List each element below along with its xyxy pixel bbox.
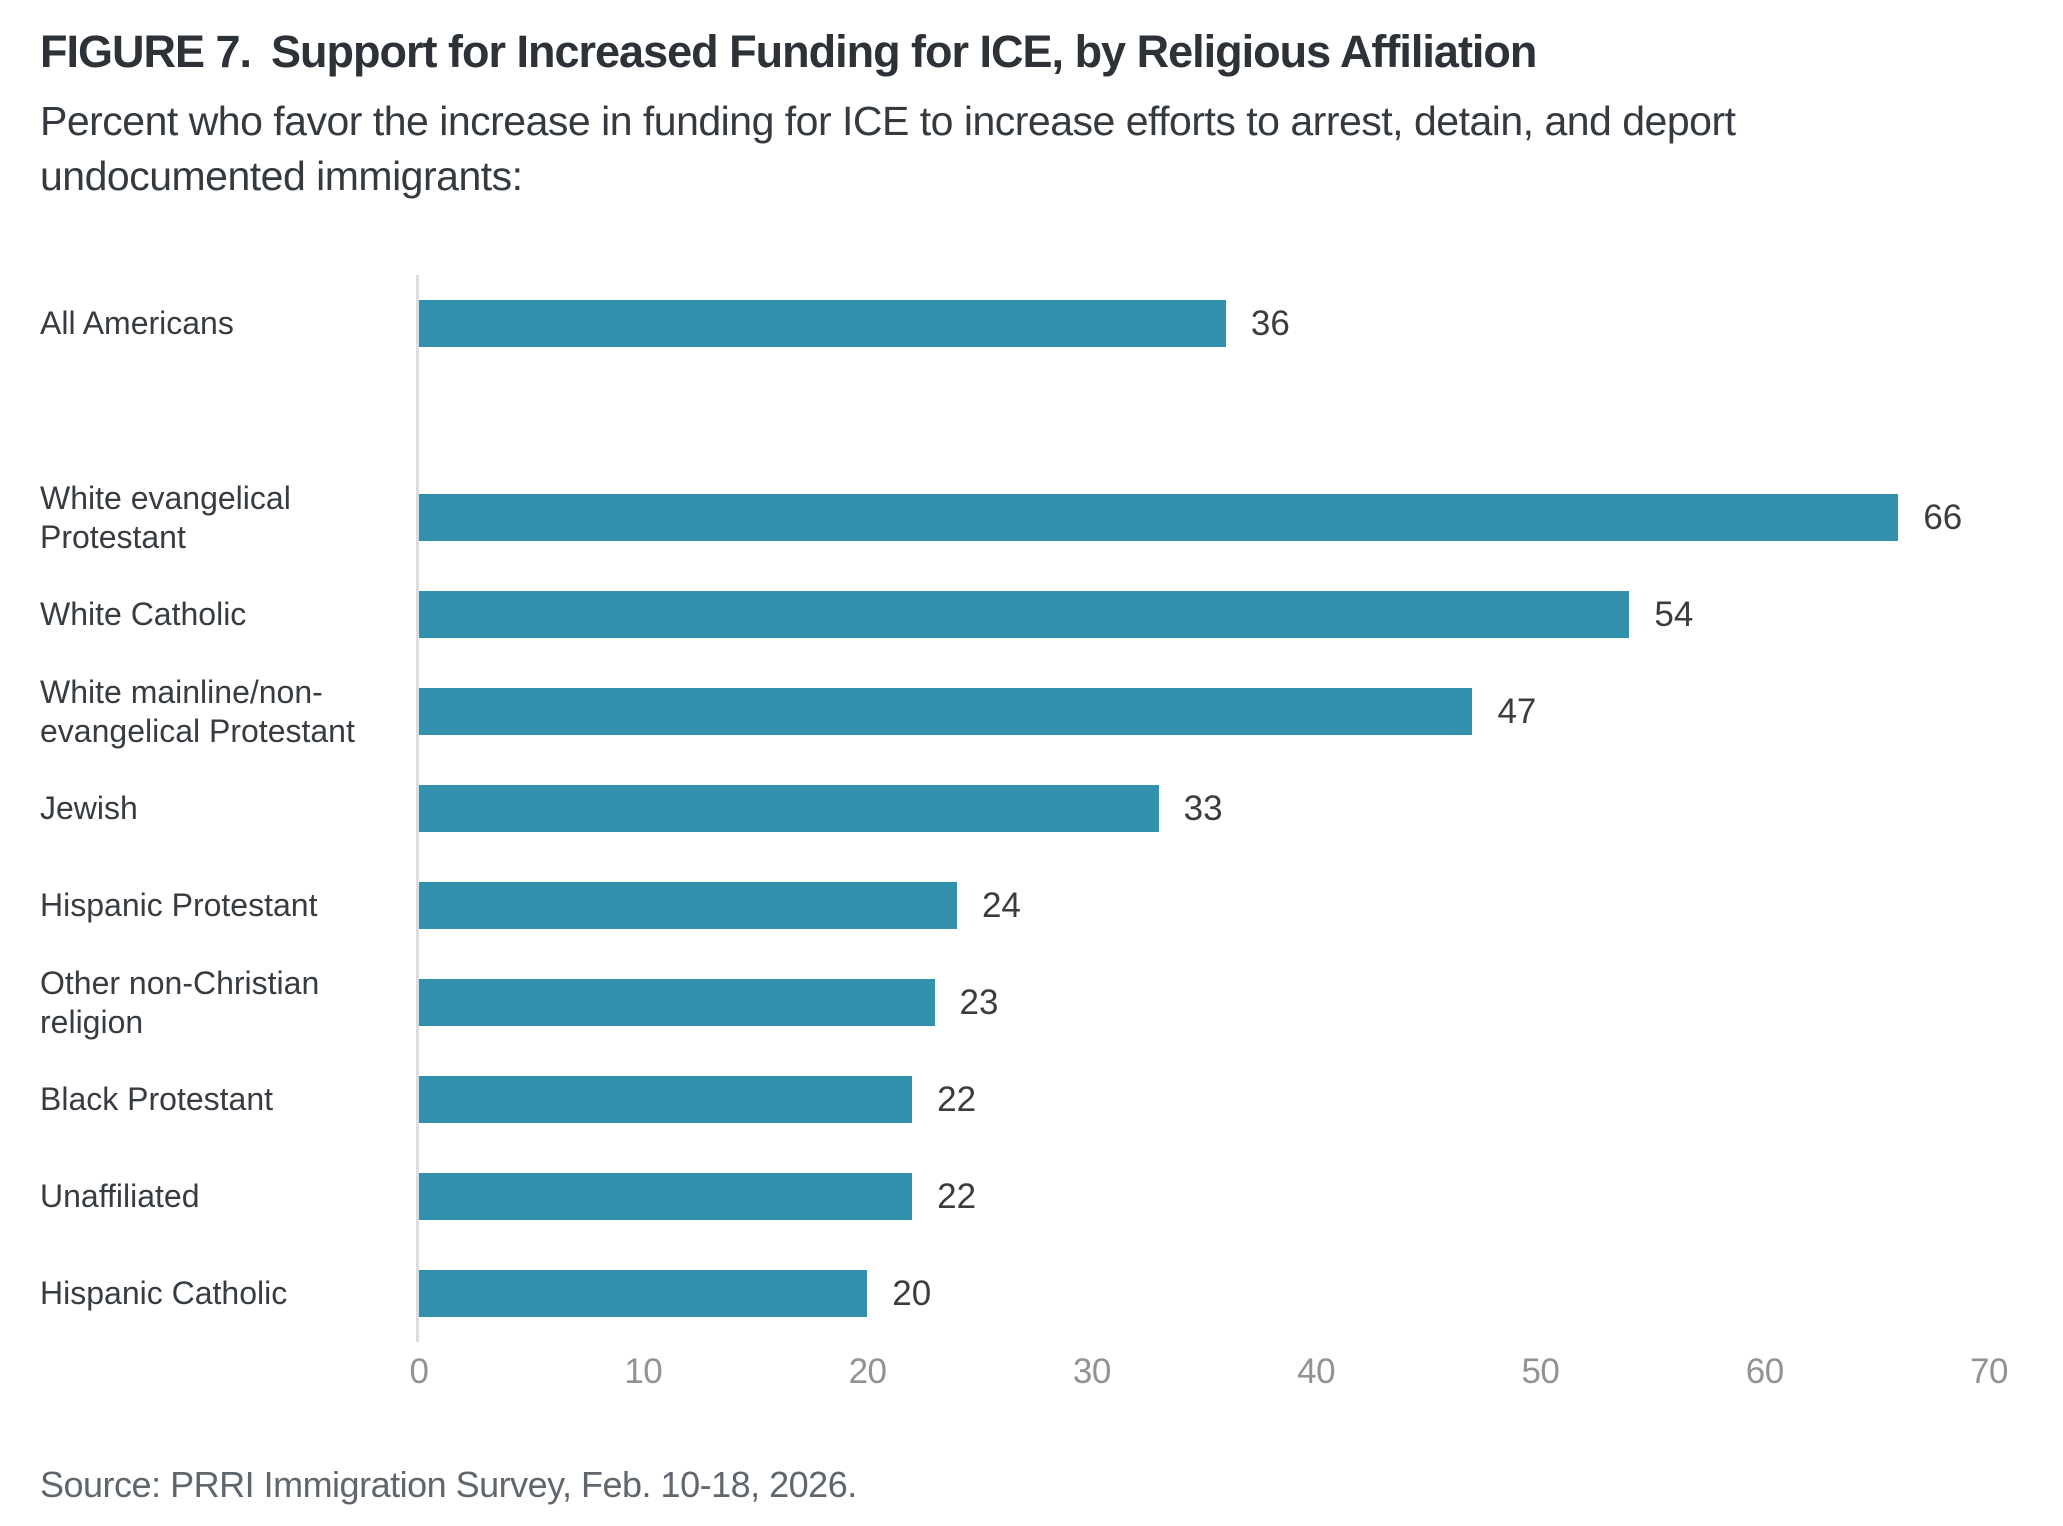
bar-chart: All Americans 36 White evangelical Protest… — [0, 275, 2063, 1402]
bar-row: Other non-Christian religion 23 — [0, 954, 1988, 1052]
value-label: 23 — [959, 982, 999, 1022]
bar-track: 36 — [416, 275, 1988, 373]
figure-header: FIGURE 7. Support for Increased Funding f… — [0, 0, 2063, 203]
bar — [419, 494, 1899, 542]
value-label: 54 — [1654, 594, 1694, 634]
bar-track: 22 — [416, 1148, 1988, 1246]
bar — [419, 882, 957, 930]
x-tick-label: 40 — [1297, 1352, 1336, 1392]
bar — [419, 300, 1226, 348]
bar-row: Black Protestant 22 — [0, 1051, 1988, 1149]
value-label: 33 — [1183, 788, 1223, 828]
x-tick-label: 10 — [624, 1352, 663, 1392]
bar-track: 33 — [416, 760, 1988, 858]
figure-subtitle-line-1: Percent who favor the increase in fundin… — [40, 98, 1736, 145]
bar-row: White mainline/non-evangelical Protestan… — [0, 663, 1988, 761]
bar — [419, 1270, 868, 1318]
category-label: Unaffiliated — [40, 1178, 200, 1215]
category-label: Other non-Christian religion — [40, 964, 320, 1040]
bar-track: 20 — [416, 1245, 1988, 1343]
bar-row: White evangelical Protestant 66 — [0, 469, 1988, 567]
category-label: White Catholic — [40, 596, 247, 633]
figure-number: FIGURE 7. — [40, 26, 252, 77]
bar-track: 23 — [416, 954, 1988, 1052]
figure-subtitle: Percent who favor the increase in fundin… — [40, 94, 2023, 203]
bar — [419, 785, 1159, 833]
bar — [419, 688, 1473, 736]
value-label: 36 — [1250, 303, 1290, 343]
category-label: Jewish — [40, 790, 138, 827]
bar-row: White Catholic 54 — [0, 566, 1988, 664]
bar — [419, 1076, 913, 1124]
category-label: All Americans — [40, 305, 234, 342]
x-tick-label: 0 — [409, 1352, 429, 1392]
value-label: 20 — [892, 1273, 932, 1313]
bar-row: Hispanic Catholic 20 — [0, 1245, 1988, 1343]
bar — [419, 1173, 913, 1221]
x-tick-label: 20 — [848, 1352, 887, 1392]
bar-row: Unaffiliated 22 — [0, 1148, 1988, 1246]
value-label: 22 — [937, 1079, 977, 1119]
source-note: Source: PRRI Immigration Survey, Feb. 10… — [40, 1464, 857, 1506]
bar-track: 54 — [416, 566, 1988, 664]
bar — [419, 591, 1630, 639]
bar-track: 66 — [416, 469, 1988, 567]
category-label: Hispanic Protestant — [40, 887, 318, 924]
category-label: White evangelical Protestant — [40, 479, 291, 555]
figure-title-text: Support for Increased Funding for ICE, b… — [271, 26, 1537, 77]
bar-track: 24 — [416, 857, 1988, 955]
bar-row: Hispanic Protestant 24 — [0, 857, 1988, 955]
x-axis: 0 10 20 30 40 50 60 70 — [410, 1352, 2009, 1402]
value-label: 24 — [981, 885, 1021, 925]
category-label: Black Protestant — [40, 1081, 273, 1118]
value-label: 66 — [1923, 497, 1963, 537]
x-tick-label: 30 — [1072, 1352, 1111, 1392]
bar-track — [416, 372, 1988, 470]
bar-row: Jewish 33 — [0, 760, 1988, 858]
x-tick-label: 70 — [1970, 1352, 2008, 1392]
x-tick-label: 50 — [1521, 1352, 1560, 1392]
figure-subtitle-line-2: undocumented immigrants: — [40, 152, 523, 199]
x-tick-label: 60 — [1745, 1352, 1784, 1392]
bar-track: 22 — [416, 1051, 1988, 1149]
figure-title: FIGURE 7. Support for Increased Funding f… — [40, 24, 2023, 80]
spacer-row — [0, 372, 1988, 470]
bar-rows: All Americans 36 White evangelical Protest… — [0, 275, 1988, 1343]
bar — [419, 979, 935, 1027]
category-label: Hispanic Catholic — [40, 1275, 288, 1312]
value-label: 47 — [1497, 691, 1537, 731]
bar-row: All Americans 36 — [0, 275, 1988, 373]
category-label: White mainline/non-evangelical Protestan… — [40, 673, 355, 749]
value-label: 22 — [937, 1176, 977, 1216]
bar-track: 47 — [416, 663, 1988, 761]
